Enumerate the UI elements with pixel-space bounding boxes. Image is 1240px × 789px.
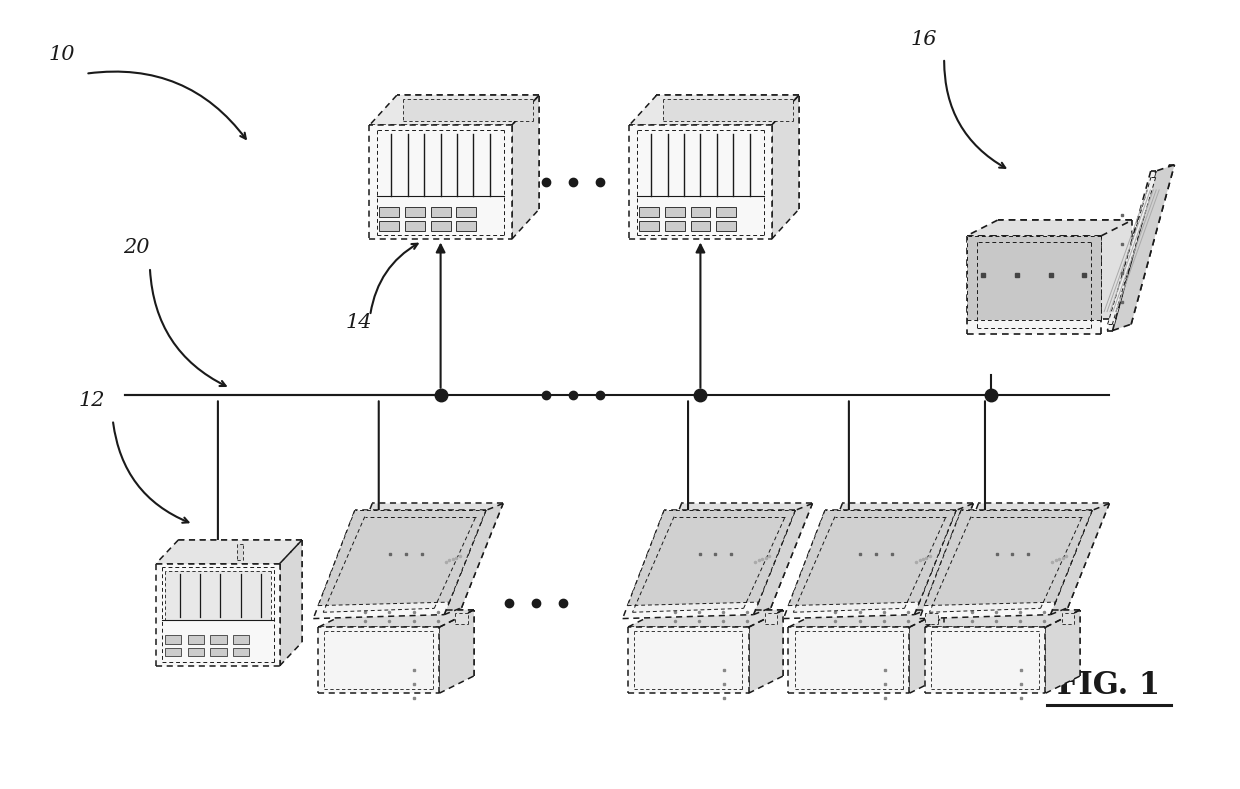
Polygon shape: [439, 610, 474, 694]
Polygon shape: [925, 610, 1080, 627]
Polygon shape: [1126, 165, 1174, 324]
Polygon shape: [754, 503, 812, 615]
Polygon shape: [622, 510, 795, 619]
FancyBboxPatch shape: [639, 207, 658, 217]
Polygon shape: [749, 610, 784, 694]
Text: 14: 14: [345, 312, 372, 331]
Polygon shape: [960, 610, 1080, 676]
FancyBboxPatch shape: [165, 648, 181, 656]
Polygon shape: [319, 610, 474, 627]
Polygon shape: [1107, 178, 1156, 324]
Polygon shape: [331, 503, 503, 611]
FancyBboxPatch shape: [211, 635, 227, 644]
Polygon shape: [455, 613, 467, 624]
Polygon shape: [156, 563, 280, 666]
Text: 12: 12: [78, 391, 104, 410]
Text: 20: 20: [123, 238, 149, 257]
Text: 10: 10: [48, 45, 74, 65]
Polygon shape: [512, 95, 539, 239]
Polygon shape: [319, 510, 486, 606]
Polygon shape: [920, 510, 1092, 619]
Polygon shape: [914, 503, 973, 615]
Polygon shape: [1107, 171, 1156, 331]
FancyBboxPatch shape: [233, 648, 249, 656]
FancyBboxPatch shape: [691, 221, 711, 231]
FancyBboxPatch shape: [456, 221, 476, 231]
Polygon shape: [237, 544, 243, 559]
Polygon shape: [627, 627, 749, 694]
FancyBboxPatch shape: [187, 648, 203, 656]
FancyBboxPatch shape: [456, 207, 476, 217]
FancyBboxPatch shape: [165, 635, 181, 644]
FancyBboxPatch shape: [187, 635, 203, 644]
Polygon shape: [656, 95, 799, 209]
Polygon shape: [403, 99, 533, 122]
FancyBboxPatch shape: [211, 648, 227, 656]
Polygon shape: [765, 613, 777, 624]
Polygon shape: [165, 571, 272, 619]
Polygon shape: [789, 610, 944, 627]
FancyBboxPatch shape: [405, 207, 425, 217]
Polygon shape: [801, 503, 973, 611]
Polygon shape: [629, 125, 771, 239]
FancyBboxPatch shape: [717, 221, 737, 231]
FancyBboxPatch shape: [665, 221, 684, 231]
Polygon shape: [771, 95, 799, 239]
Polygon shape: [156, 540, 303, 563]
Text: FIG. 1: FIG. 1: [1058, 670, 1161, 701]
Polygon shape: [640, 503, 812, 611]
FancyBboxPatch shape: [430, 207, 450, 217]
FancyBboxPatch shape: [405, 221, 425, 231]
Polygon shape: [1061, 613, 1074, 624]
Polygon shape: [1050, 503, 1110, 615]
Polygon shape: [662, 99, 792, 122]
Polygon shape: [925, 627, 1045, 694]
Polygon shape: [784, 510, 956, 619]
Polygon shape: [925, 613, 937, 624]
Polygon shape: [789, 627, 909, 694]
FancyBboxPatch shape: [430, 221, 450, 231]
Polygon shape: [794, 517, 946, 612]
Polygon shape: [789, 510, 956, 606]
Polygon shape: [444, 503, 503, 615]
Polygon shape: [179, 540, 303, 642]
Polygon shape: [1112, 165, 1174, 331]
FancyBboxPatch shape: [691, 207, 711, 217]
Polygon shape: [930, 517, 1083, 612]
Text: 16: 16: [910, 30, 937, 49]
Polygon shape: [997, 220, 1132, 319]
FancyBboxPatch shape: [665, 207, 684, 217]
Polygon shape: [909, 610, 944, 694]
Polygon shape: [1045, 610, 1080, 694]
FancyBboxPatch shape: [379, 207, 399, 217]
Polygon shape: [937, 503, 1110, 611]
FancyBboxPatch shape: [639, 221, 658, 231]
Polygon shape: [662, 610, 784, 676]
FancyBboxPatch shape: [233, 635, 249, 644]
Polygon shape: [319, 627, 439, 694]
Polygon shape: [280, 540, 303, 666]
Polygon shape: [823, 610, 944, 676]
FancyBboxPatch shape: [379, 221, 399, 231]
Polygon shape: [314, 510, 486, 619]
FancyBboxPatch shape: [717, 207, 737, 217]
Polygon shape: [629, 95, 799, 125]
Polygon shape: [967, 236, 1101, 335]
Polygon shape: [397, 95, 539, 209]
Polygon shape: [967, 220, 1132, 236]
Polygon shape: [632, 517, 785, 612]
Polygon shape: [370, 95, 539, 125]
Polygon shape: [353, 610, 474, 676]
Polygon shape: [967, 236, 1101, 320]
Polygon shape: [324, 517, 476, 612]
Polygon shape: [370, 125, 512, 239]
Polygon shape: [925, 510, 1092, 606]
Polygon shape: [627, 510, 795, 606]
Polygon shape: [627, 610, 784, 627]
